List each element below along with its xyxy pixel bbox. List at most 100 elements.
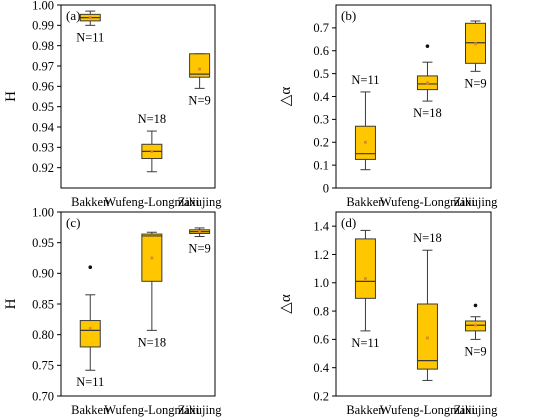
- y-tick-label: 0.6: [313, 333, 329, 347]
- x-category-label: Wufeng-Longmaxi: [380, 195, 476, 209]
- y-tick-label: 0.94: [32, 120, 55, 134]
- y-tick-label: 0.4: [313, 361, 329, 375]
- sample-size-label: N=9: [464, 76, 486, 90]
- y-tick-label: 0.93: [32, 141, 54, 155]
- y-tick-label: 0.99: [32, 19, 54, 33]
- sample-size-label: N=18: [138, 112, 167, 126]
- box-ziliujing: N=9: [464, 20, 487, 90]
- y-axis-title: H: [3, 298, 19, 309]
- y-tick-label: 0.7: [313, 21, 329, 35]
- plot-frame: [60, 211, 216, 397]
- y-tick-label: 0.95: [32, 100, 54, 114]
- y-tick-label: 0.4: [313, 90, 329, 104]
- x-category-label: Wufeng-Longmaxi: [104, 403, 200, 417]
- box-wufeng-longmaxi: N=18: [138, 231, 167, 349]
- sample-size-label: N=11: [76, 375, 104, 389]
- sample-size-label: N=11: [351, 73, 379, 87]
- iqr-box: [354, 238, 376, 299]
- outlier-point: [473, 303, 478, 308]
- mean-marker: [198, 230, 201, 234]
- y-tick-label: 0.96: [32, 80, 54, 94]
- y-tick-label: 0.2: [313, 389, 329, 403]
- panel-tag: (d): [341, 215, 356, 230]
- mean-marker: [474, 323, 477, 327]
- box-bakken: N=11: [76, 265, 104, 389]
- panel-tag: (c): [66, 215, 80, 230]
- x-category-label: Ziliujing: [178, 403, 223, 417]
- x-category-label: Ziliujing: [178, 195, 223, 209]
- y-tick-label: 0.75: [32, 359, 54, 373]
- y-tick-label: 0.95: [32, 236, 54, 250]
- x-category-label: Ziliujing: [454, 195, 499, 209]
- box-bakken: N=11: [76, 10, 104, 44]
- y-tick-label: 0.1: [313, 158, 329, 172]
- y-tick-label: 0.5: [313, 67, 329, 81]
- y-tick-label: 0.90: [32, 267, 54, 281]
- iqr-box: [79, 320, 101, 348]
- mean-marker: [474, 42, 477, 46]
- y-tick-label: 0.80: [32, 328, 54, 342]
- iqr-box: [416, 303, 438, 370]
- plot-frame: [60, 4, 216, 189]
- box-bakken: N=11: [351, 229, 380, 350]
- iqr-box: [189, 53, 211, 78]
- x-category-label: Bakken: [346, 403, 385, 417]
- box-wufeng-longmaxi: N=18: [413, 44, 442, 120]
- x-category-label: Wufeng-Longmaxi: [380, 403, 476, 417]
- sample-size-label: N=18: [413, 231, 442, 245]
- y-tick-label: 0.98: [32, 39, 54, 53]
- y-tick-label: 0.2: [313, 136, 329, 150]
- mean-marker: [426, 336, 429, 340]
- y-axis-title: △α: [278, 294, 294, 314]
- y-tick-label: 0.92: [32, 161, 54, 175]
- chart-panel-4: 0.2 0.4 0.6 0.8 1.0 1.2 1.4 △α (d) BakkenWufeng-L…: [278, 211, 499, 417]
- box-ziliujing: N=9: [188, 227, 211, 256]
- sample-size-label: N=9: [188, 93, 210, 107]
- x-category-label: Ziliujing: [454, 403, 499, 417]
- sample-size-label: N=9: [464, 344, 486, 358]
- x-category-label: Wufeng-Longmaxi: [104, 195, 200, 209]
- outlier-point: [88, 265, 93, 270]
- y-tick-label: 1.00: [32, 205, 54, 219]
- box-ziliujing: N=9: [464, 303, 487, 358]
- box-wufeng-longmaxi: N=18: [138, 112, 167, 173]
- outlier-point: [425, 44, 430, 48]
- box-wufeng-longmaxi: N=18: [413, 231, 442, 381]
- y-tick-label: 0.3: [313, 113, 329, 127]
- y-tick-label: 1.00: [32, 0, 54, 12]
- chart-panel-2: 0 0.1 0.2 0.3 0.4 0.5 0.6 0.7 △α (b) BakkenWufeng-…: [278, 4, 499, 209]
- x-category-label: Bakken: [71, 195, 110, 209]
- y-tick-label: 0.97: [32, 59, 54, 73]
- chart-panel-1: 0.92 0.93 0.94 0.95 0.96 0.97 0.98 0.99 1.00 H (a)…: [3, 0, 222, 209]
- box-ziliujing: N=9: [188, 53, 211, 107]
- y-tick-label: 0.8: [313, 304, 329, 318]
- sample-size-label: N=11: [76, 30, 104, 44]
- mean-marker: [364, 277, 367, 280]
- plot-frame: [335, 211, 492, 397]
- mean-marker: [364, 140, 367, 144]
- y-axis-title: H: [3, 91, 19, 102]
- mean-marker: [88, 16, 92, 20]
- x-category-label: Bakken: [71, 403, 110, 417]
- panel-tag: (a): [66, 8, 80, 23]
- mean-marker: [88, 327, 92, 330]
- mean-marker: [150, 150, 154, 153]
- y-tick-label: 0.70: [32, 389, 54, 403]
- panel-tag: (b): [341, 8, 356, 23]
- chart-panel-3: 0.70 0.75 0.80 0.85 0.90 0.95 1.00 H (c) BakkenWu…: [3, 205, 222, 417]
- sample-size-label: N=18: [413, 106, 442, 120]
- y-tick-label: 0.6: [313, 44, 329, 58]
- y-tick-label: 0: [323, 181, 329, 195]
- mean-marker: [198, 67, 201, 71]
- mean-marker: [426, 81, 429, 85]
- x-category-label: Bakken: [346, 195, 385, 209]
- sample-size-label: N=18: [138, 335, 167, 349]
- y-tick-label: 0.85: [32, 297, 54, 311]
- sample-size-label: N=9: [188, 242, 210, 256]
- y-axis-title: △α: [278, 87, 294, 107]
- y-tick-label: 1.2: [313, 248, 329, 262]
- mean-marker: [150, 256, 154, 260]
- y-tick-label: 1.4: [313, 219, 329, 233]
- y-tick-label: 1.0: [313, 276, 329, 290]
